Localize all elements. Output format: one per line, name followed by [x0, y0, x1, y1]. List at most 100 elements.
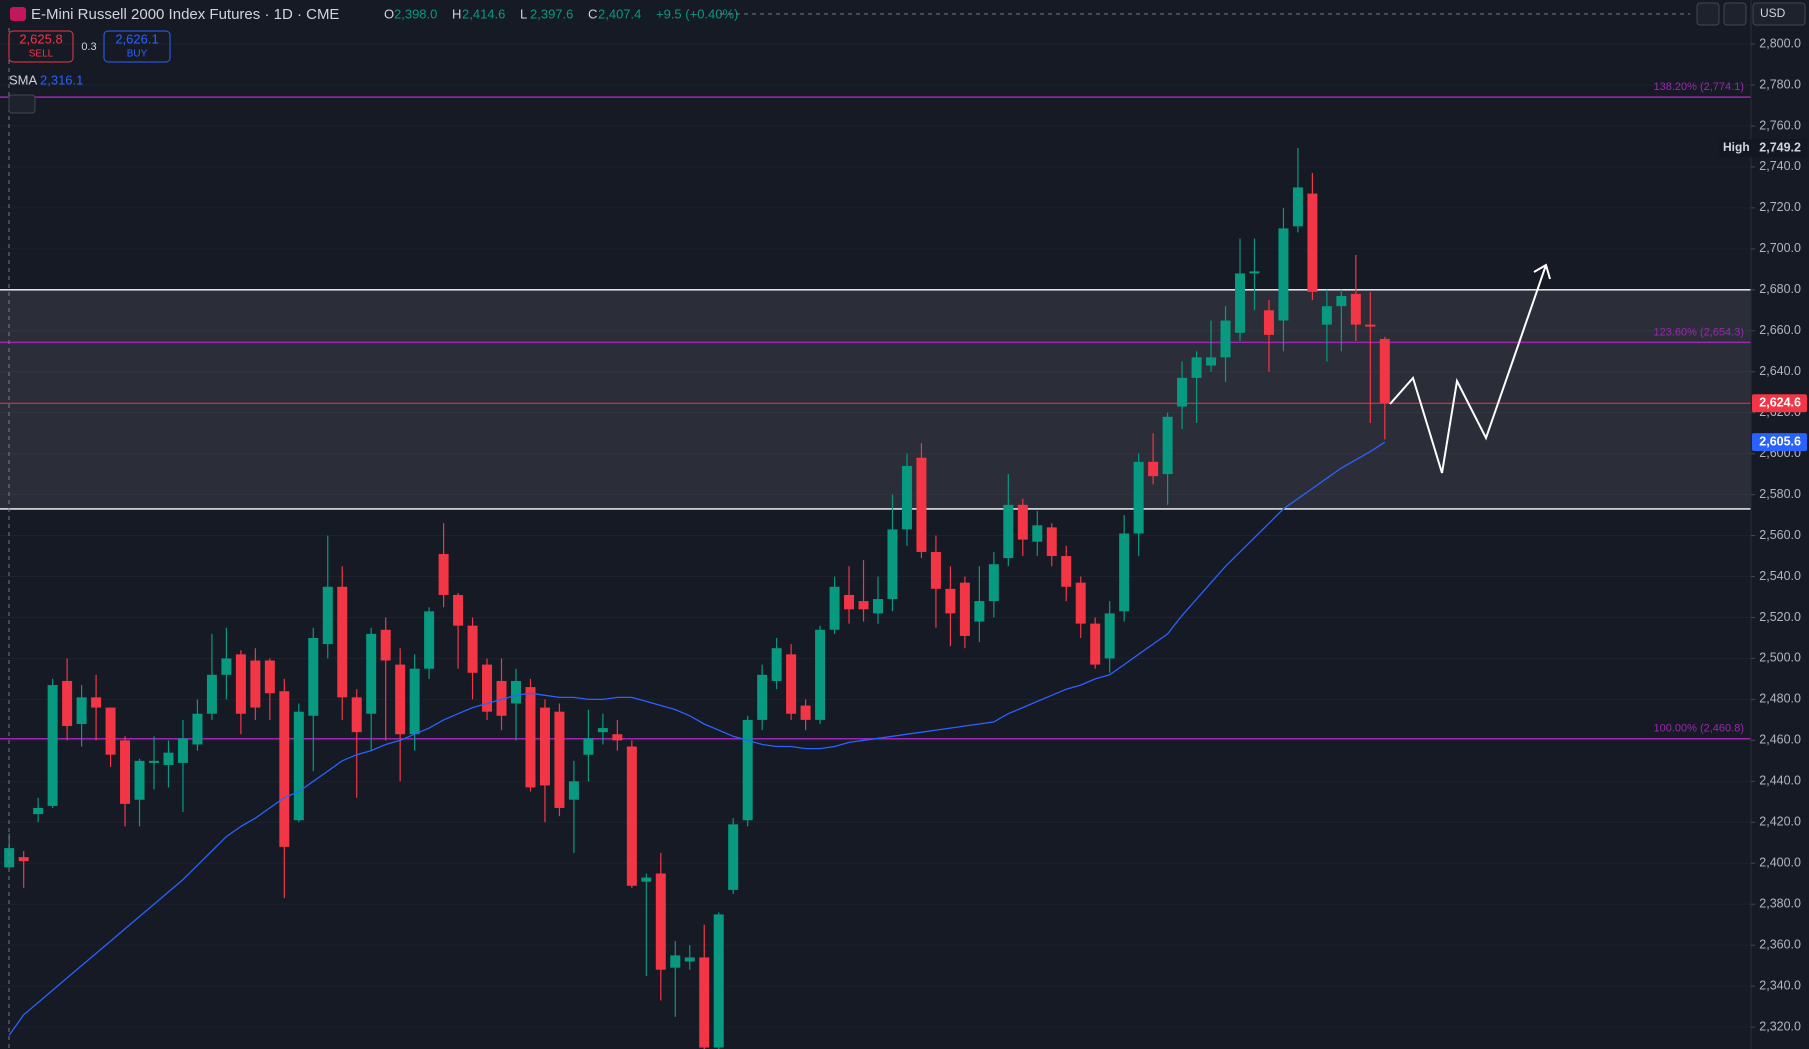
candle-body: [105, 707, 116, 755]
candle-body: [366, 633, 377, 714]
candle-body: [525, 687, 536, 788]
candle-body: [163, 752, 174, 765]
y-tick-label: 2,720.0: [1759, 200, 1801, 214]
candle-body: [887, 529, 898, 600]
candle-body: [829, 586, 840, 630]
candle-body: [1307, 193, 1318, 292]
collapse-button[interactable]: [8, 94, 36, 114]
currency-button[interactable]: [1752, 2, 1806, 26]
currency: USD: [1760, 6, 1786, 20]
candle-body: [511, 680, 521, 704]
y-tick-label: 2,340.0: [1759, 978, 1801, 992]
candle-body: [1379, 338, 1390, 404]
y-tick-label: 2,660.0: [1759, 323, 1801, 337]
candle-body: [395, 664, 406, 735]
candle-body: [974, 601, 985, 622]
candle-body: [134, 760, 145, 800]
ohlc-value: 2,407.4: [598, 6, 641, 21]
buy-button[interactable]: [103, 30, 171, 63]
sell-price: 2,625.8: [19, 31, 62, 46]
symbol-title: E-Mini Russell 2000 Index Futures · 1D ·…: [31, 6, 339, 23]
y-tick-label: 2,640.0: [1759, 364, 1801, 378]
sell-button[interactable]: [8, 30, 74, 63]
candle-body: [221, 658, 232, 675]
candle-body: [699, 957, 710, 1048]
candle-body: [322, 586, 333, 645]
y-tick-label: 2,480.0: [1759, 692, 1801, 706]
candle-body: [337, 586, 348, 698]
candle-body: [47, 685, 58, 806]
candle-body: [1249, 271, 1260, 274]
candle-body: [496, 680, 507, 716]
candle-body: [1263, 310, 1274, 335]
change: +9.5 (+0.40%): [656, 6, 738, 21]
candle-body: [1104, 613, 1115, 659]
candle-body: [467, 625, 478, 673]
candle-body: [453, 594, 464, 626]
candle-body: [641, 877, 652, 882]
candle-body: [771, 648, 782, 681]
candle-body: [1003, 504, 1014, 559]
candle-body: [177, 738, 188, 763]
y-tick-label: 2,560.0: [1759, 528, 1801, 542]
reset-button[interactable]: [1723, 2, 1747, 26]
projection-path: [1389, 264, 1547, 474]
candle-body: [597, 728, 608, 733]
ohlc-value: 2,398.0: [394, 6, 437, 21]
y-tick-label: 2,540.0: [1759, 569, 1801, 583]
candle-body: [250, 660, 261, 708]
ohlc-value: 2,414.6: [462, 6, 505, 21]
candle-body: [1235, 273, 1245, 333]
high-badge-value: 2,749.2: [1759, 140, 1801, 154]
candle-body: [380, 629, 391, 661]
candle-body: [438, 553, 449, 595]
zone-fill: [0, 289, 1751, 509]
candle-body: [18, 857, 29, 862]
y-tick-label: 2,740.0: [1759, 159, 1801, 173]
candle-body: [1017, 504, 1028, 540]
candle-body: [76, 697, 87, 724]
candle-body: [901, 465, 912, 530]
high-badge-name: High: [1723, 140, 1750, 154]
candle-body: [844, 594, 855, 610]
buy-price: 2,626.1: [115, 31, 158, 46]
sell-label: SELL: [29, 49, 54, 60]
y-tick-label: 2,380.0: [1759, 897, 1801, 911]
high-badge-bg: [1719, 139, 1807, 158]
marks: [4, 148, 1390, 1049]
scroll-button[interactable]: [1696, 2, 1720, 26]
candle-body: [959, 582, 970, 636]
candle-body: [1177, 377, 1188, 407]
candle-body: [1220, 320, 1231, 358]
y-tick-label: 2,780.0: [1759, 77, 1801, 91]
symbol-icon: [10, 7, 26, 21]
candle-body: [988, 564, 999, 602]
sma-line: [8, 441, 1386, 1036]
candle-body: [1292, 187, 1303, 227]
ohlc-key: C: [588, 6, 597, 21]
candle-body: [1162, 416, 1173, 475]
candle-body: [1336, 295, 1347, 307]
y-tick-label: 2,440.0: [1759, 774, 1801, 788]
ohlc-key: L: [520, 6, 527, 21]
projection-arrowhead: [1533, 263, 1551, 280]
y-tick-label: 2,760.0: [1759, 118, 1801, 132]
ohlc-key: H: [452, 6, 461, 21]
candle-body: [626, 746, 637, 886]
candle-body: [786, 654, 797, 714]
candle-body: [1191, 357, 1202, 378]
candle-body: [655, 873, 666, 970]
candle-body: [1046, 527, 1057, 557]
candle-body: [120, 740, 131, 804]
candle-body: [554, 711, 565, 808]
candle-body: [1090, 623, 1101, 665]
candle-body: [670, 955, 681, 968]
candle-body: [308, 637, 319, 716]
y-tick-label: 2,420.0: [1759, 815, 1801, 829]
candle-body: [873, 599, 883, 614]
candle-body: [33, 807, 44, 815]
y-tick-label: 2,500.0: [1759, 651, 1801, 665]
candle-body: [1278, 228, 1289, 321]
candle-body: [800, 705, 811, 720]
price-axis: 2,320.0 2,340.0 2,360.0 2,380.0 2,400.0 2,420…: [1719, 36, 1807, 1033]
